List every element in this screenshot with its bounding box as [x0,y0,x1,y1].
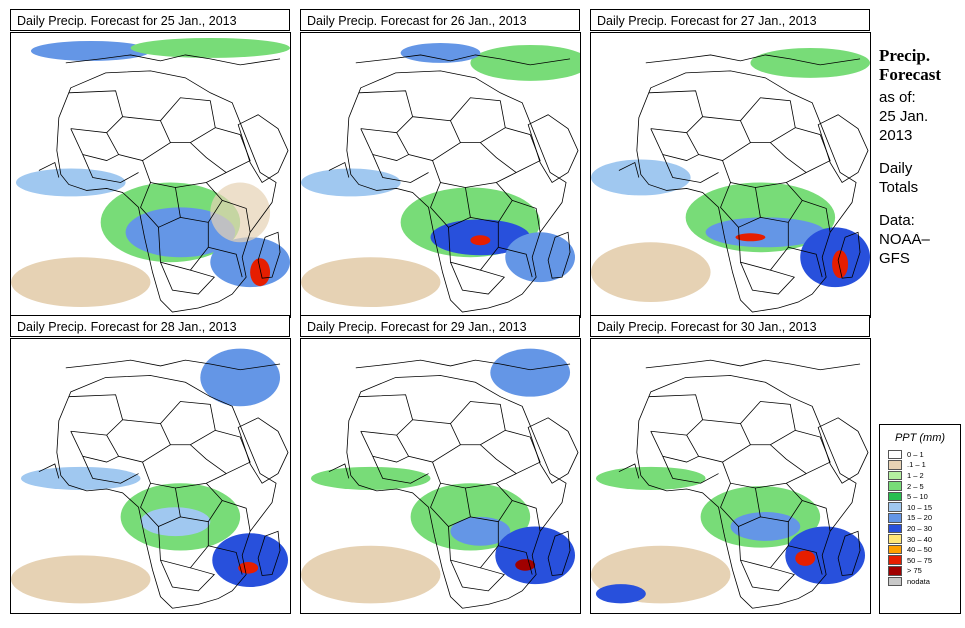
panel-title: Daily Precip. Forecast for 27 Jan., 2013 [590,9,870,31]
africa-map [591,47,870,313]
precip-fields [11,37,290,308]
legend-item: nodata [880,576,960,587]
date-line1: 25 Jan. [879,108,929,125]
legend-label: .1 – 1 [907,460,926,470]
legend-swatch [888,523,902,534]
africa-map [301,348,579,609]
asof-label: as of: [879,89,916,106]
panel-map [590,338,871,614]
daily-line1: Daily [879,160,913,177]
legend-swatch [888,460,902,470]
legend-swatch [888,502,902,513]
legend-item: 15 – 20 [880,513,960,524]
africa-map [301,42,580,313]
legend-label: 15 – 20 [907,513,933,523]
legend-swatch [888,513,902,523]
legend-item: 5 – 10 [880,491,960,502]
legend-swatch [888,544,902,555]
legend-item: 50 – 75 [880,555,960,566]
legend-swatch [888,534,902,544]
legend-label: nodata [907,576,930,586]
legend-swatch [888,449,902,460]
panel-map [300,338,581,614]
legend-label: > 75 [907,566,922,576]
heading-line2: Forecast [879,65,941,84]
panel-title: Daily Precip. Forecast for 26 Jan., 2013 [300,9,580,31]
legend-item: 20 – 30 [880,523,960,534]
africa-map [11,348,289,609]
legend-item: .1 – 1 [880,460,960,471]
legend-item: 1 – 2 [880,470,960,481]
legend-item: 10 – 15 [880,502,960,513]
legend-label: 2 – 5 [907,481,924,491]
precip-fields [591,466,866,604]
data-source-line1: NOAA– [879,231,930,248]
sidebar-info: Precip. Forecast as of: 25 Jan. 2013 Dai… [879,46,963,268]
legend-label: 1 – 2 [907,470,924,480]
daily-line2: Totals [879,179,919,196]
data-label: Data: [879,212,915,229]
legend-swatch [888,481,902,491]
legend-item: 2 – 5 [880,481,960,492]
legend-label: 50 – 75 [907,555,933,565]
precip-fields [301,348,576,604]
legend-swatch [888,555,902,566]
legend-item: > 75 [880,566,960,577]
legend-item: 0 – 1 [880,449,960,460]
legend-item: 40 – 50 [880,544,960,555]
legend-swatch [888,470,902,481]
panel-title: Daily Precip. Forecast for 28 Jan., 2013 [10,315,290,337]
precip-fields [301,42,580,308]
date-line2: 2013 [879,127,913,144]
panel-map [300,32,581,318]
panel-map [590,32,871,318]
legend-swatch [888,491,902,502]
panel-map [10,32,291,318]
legend-swatch [888,576,902,587]
legend-item: 30 – 40 [880,534,960,545]
legend-label: 0 – 1 [907,449,924,459]
legend-label: 40 – 50 [907,545,933,555]
legend-label: 10 – 15 [907,502,933,512]
data-source-line2: GFS [879,250,910,267]
precip-fields [11,348,289,604]
legend-label: 30 – 40 [907,534,933,544]
legend-title: PPT (mm) [894,432,946,444]
heading-line1: Precip. [879,46,931,65]
africa-map [591,359,869,609]
panel-title: Daily Precip. Forecast for 29 Jan., 2013 [300,315,580,337]
legend-label: 20 – 30 [907,523,933,533]
africa-map [11,37,290,313]
panel-title: Daily Precip. Forecast for 25 Jan., 2013 [10,9,290,31]
legend-label: 5 – 10 [907,492,928,502]
legend-swatch [888,566,902,576]
panel-map [10,338,291,614]
panel-title: Daily Precip. Forecast for 30 Jan., 2013 [590,315,870,337]
